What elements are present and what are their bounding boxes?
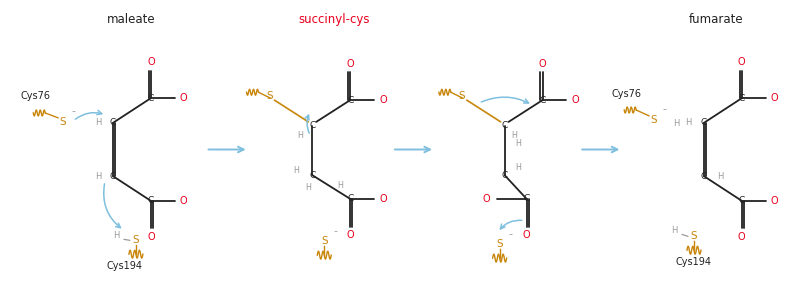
Text: O: O — [483, 194, 490, 204]
Text: O: O — [379, 194, 387, 204]
Text: H: H — [671, 226, 678, 235]
Text: C: C — [309, 121, 315, 130]
Text: O: O — [147, 232, 154, 242]
Text: C: C — [701, 118, 707, 127]
Text: C: C — [347, 194, 354, 203]
Text: H: H — [512, 131, 518, 140]
Text: S: S — [496, 239, 503, 249]
Text: S: S — [321, 236, 327, 246]
Text: H: H — [113, 231, 119, 240]
Text: C: C — [738, 94, 745, 103]
Text: O: O — [738, 57, 746, 67]
Text: H: H — [338, 181, 343, 190]
Text: C: C — [148, 94, 154, 103]
Text: C: C — [523, 194, 530, 203]
Text: S: S — [60, 117, 66, 127]
Text: S: S — [690, 231, 698, 241]
Text: O: O — [771, 196, 778, 206]
Text: O: O — [180, 196, 187, 206]
Text: Cys76: Cys76 — [611, 89, 642, 99]
Text: H: H — [306, 182, 311, 192]
Text: H: H — [94, 118, 101, 127]
Text: O: O — [538, 59, 546, 68]
Text: C: C — [502, 121, 508, 130]
Text: O: O — [738, 232, 746, 242]
Text: O: O — [771, 93, 778, 103]
Text: O: O — [522, 231, 530, 240]
Text: C: C — [110, 118, 116, 127]
Text: O: O — [571, 95, 579, 105]
Text: C: C — [309, 171, 315, 180]
Text: H: H — [686, 118, 692, 127]
Text: S: S — [133, 235, 139, 245]
Text: ⁻: ⁻ — [662, 106, 666, 115]
Text: Cys194: Cys194 — [676, 257, 712, 267]
Text: S: S — [266, 91, 273, 101]
Text: O: O — [180, 93, 187, 103]
Text: H: H — [717, 172, 723, 181]
Text: C: C — [502, 171, 508, 180]
Text: S: S — [651, 115, 658, 125]
Text: C: C — [539, 96, 546, 105]
Text: O: O — [346, 59, 354, 68]
Text: O: O — [346, 231, 354, 240]
Text: ⁻: ⁻ — [71, 109, 75, 118]
Text: succinyl-cys: succinyl-cys — [298, 13, 370, 26]
Text: ⁻: ⁻ — [334, 228, 338, 237]
Text: C: C — [738, 196, 745, 205]
Text: H: H — [516, 163, 522, 172]
Text: C: C — [110, 172, 116, 181]
Text: ⁻: ⁻ — [509, 231, 513, 240]
Text: H: H — [94, 172, 101, 181]
Text: S: S — [458, 91, 465, 101]
Text: H: H — [673, 119, 679, 128]
Text: Cys194: Cys194 — [107, 261, 143, 271]
Text: C: C — [148, 196, 154, 205]
Text: Cys76: Cys76 — [20, 91, 50, 101]
Text: H: H — [516, 139, 522, 148]
Text: maleate: maleate — [106, 13, 155, 26]
Text: O: O — [379, 95, 387, 105]
Text: O: O — [147, 57, 154, 67]
Text: C: C — [347, 96, 354, 105]
Text: H: H — [294, 166, 299, 175]
Text: H: H — [298, 131, 303, 140]
Text: fumarate: fumarate — [689, 13, 743, 26]
Text: C: C — [701, 172, 707, 181]
